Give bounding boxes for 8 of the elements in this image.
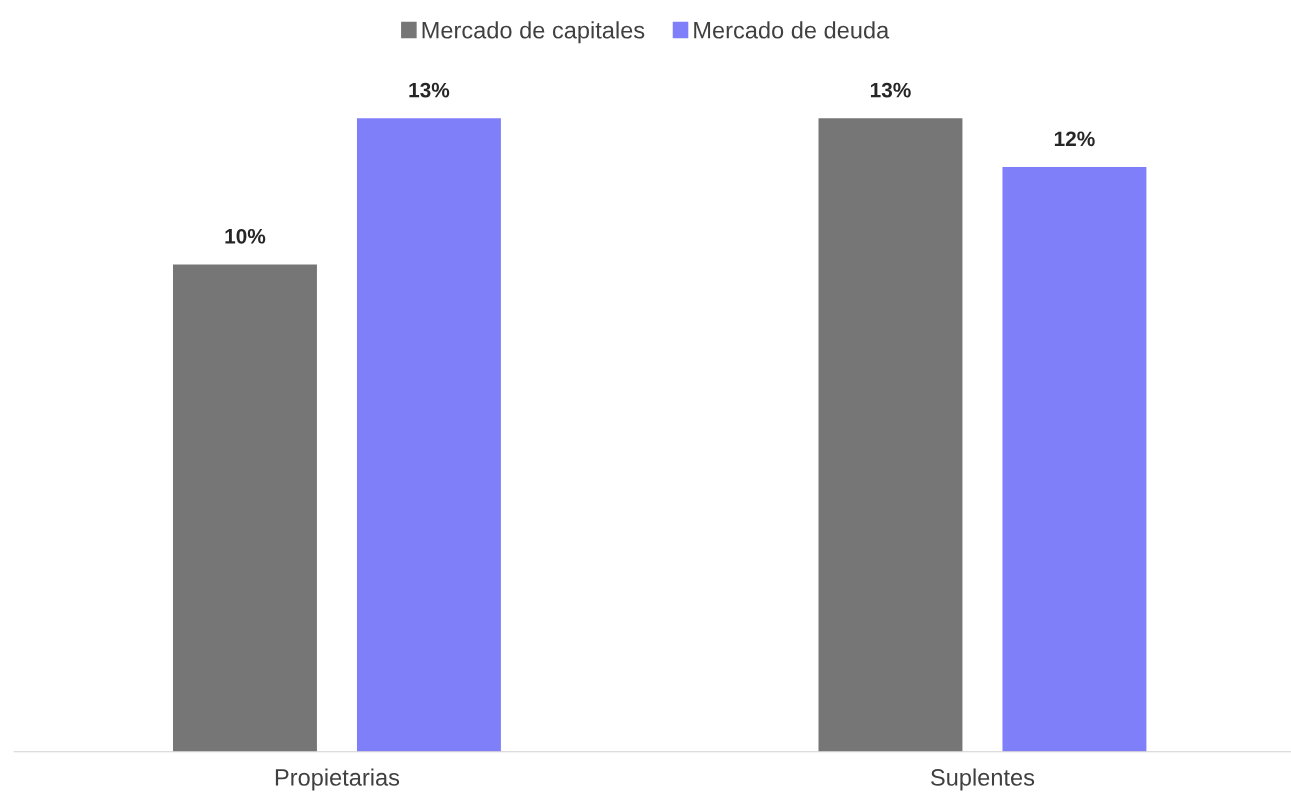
data-label: 13% <box>870 82 911 98</box>
data-label: 10% <box>225 228 266 244</box>
data-label: 13% <box>409 82 450 98</box>
x-tick-label: Suplentes <box>931 768 1035 791</box>
legend-label: Mercado de capitales <box>422 21 645 44</box>
x-tick-label: Propietarias <box>275 768 400 791</box>
legend-label: Mercado de deuda <box>694 21 890 39</box>
data-label: 12% <box>1054 131 1095 147</box>
